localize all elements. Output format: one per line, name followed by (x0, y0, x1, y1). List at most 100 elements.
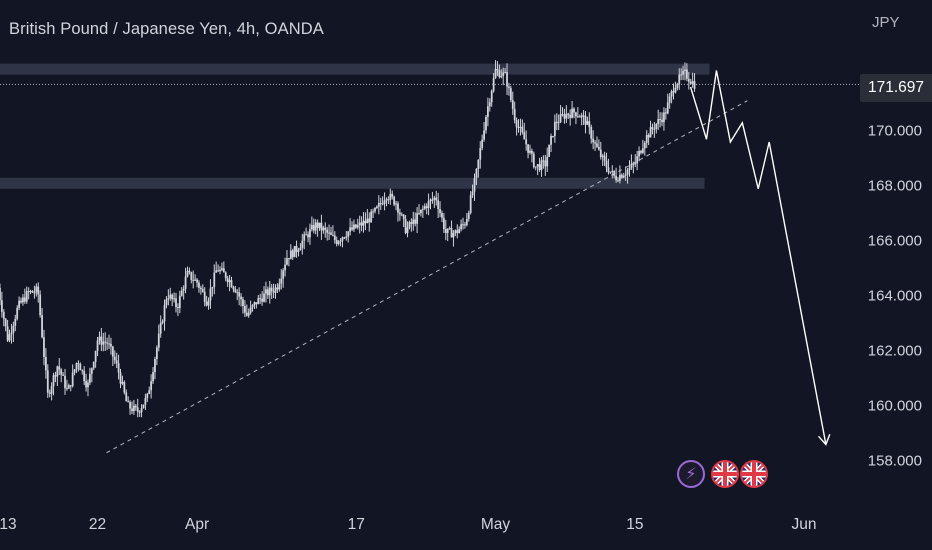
candle (213, 264, 216, 295)
candle (259, 293, 262, 304)
candle (515, 117, 518, 136)
candle (343, 236, 346, 240)
candle (234, 286, 237, 294)
sr-zone-2[interactable] (0, 177, 705, 189)
x-tick-label: 22 (88, 516, 107, 533)
candle (330, 226, 332, 236)
candle (486, 97, 489, 127)
candle (492, 73, 495, 93)
candle (194, 274, 197, 282)
candles-layer (0, 60, 696, 418)
candle (293, 245, 296, 258)
candle (192, 270, 195, 289)
bolt-icon[interactable]: ⚡ (677, 460, 705, 488)
candle (477, 159, 480, 178)
candle (106, 337, 109, 351)
candle (670, 89, 673, 104)
candle (395, 200, 397, 211)
candle (284, 257, 286, 277)
y-tick-label: 162.000 (867, 342, 922, 360)
candle (4, 318, 7, 332)
candle (60, 368, 63, 383)
projection-path[interactable] (689, 70, 827, 445)
candle (154, 356, 156, 380)
candle (620, 173, 623, 179)
candle (446, 228, 449, 242)
candle (410, 218, 413, 232)
candle (354, 223, 357, 229)
candle (278, 278, 281, 292)
candle (127, 396, 130, 403)
candle (307, 231, 309, 243)
candle (368, 212, 371, 232)
candle (356, 218, 359, 230)
candle (444, 219, 447, 241)
candle (66, 379, 68, 391)
candle (435, 190, 438, 206)
candle (96, 336, 99, 357)
candle (180, 287, 183, 297)
candle (144, 393, 147, 410)
candle (140, 404, 143, 418)
candle (550, 133, 552, 153)
candle (332, 225, 334, 237)
candle (8, 329, 11, 343)
candle (647, 133, 650, 146)
candle (448, 226, 451, 230)
candle (349, 218, 352, 236)
candle (393, 195, 396, 207)
uk-flag-icon[interactable] (740, 460, 768, 488)
candle (645, 130, 648, 148)
sr-zone-1[interactable] (0, 63, 710, 75)
candle (253, 301, 256, 309)
y-tick-label: 170.000 (867, 122, 922, 140)
candle (261, 291, 264, 306)
candle (286, 250, 288, 266)
candle (387, 196, 390, 204)
candle (607, 158, 610, 175)
candle (630, 154, 633, 170)
candle (12, 321, 15, 343)
y-tick-label: 166.000 (867, 232, 922, 250)
candle (87, 379, 89, 397)
candle (523, 122, 526, 140)
candle (247, 308, 250, 318)
candle (603, 151, 606, 166)
candle (385, 197, 388, 207)
candle (186, 266, 189, 278)
candle (619, 165, 621, 184)
candle (400, 212, 403, 217)
candle (638, 146, 640, 162)
candle (100, 327, 103, 352)
candle (94, 350, 97, 368)
candle (653, 122, 656, 138)
candle (685, 63, 688, 82)
candle (113, 350, 116, 365)
candle (16, 305, 19, 321)
candle (626, 167, 629, 184)
candle (165, 296, 168, 309)
candle (540, 156, 543, 177)
candle (199, 285, 202, 295)
candle (85, 373, 87, 392)
candle (155, 345, 158, 366)
candle (43, 329, 45, 366)
candle (98, 331, 101, 345)
candle (71, 364, 74, 388)
candle (544, 154, 547, 176)
candle (125, 389, 128, 402)
candle (272, 283, 275, 299)
candle (664, 108, 667, 120)
trendline[interactable] (106, 100, 748, 454)
candle (58, 358, 61, 376)
candle (238, 287, 241, 306)
candle (391, 190, 394, 200)
candle (406, 221, 409, 238)
uk-flag-icon[interactable] (711, 460, 739, 488)
candle (640, 149, 642, 155)
candle (276, 283, 279, 294)
candle (18, 296, 20, 311)
candle (506, 63, 508, 95)
candle (188, 267, 191, 275)
